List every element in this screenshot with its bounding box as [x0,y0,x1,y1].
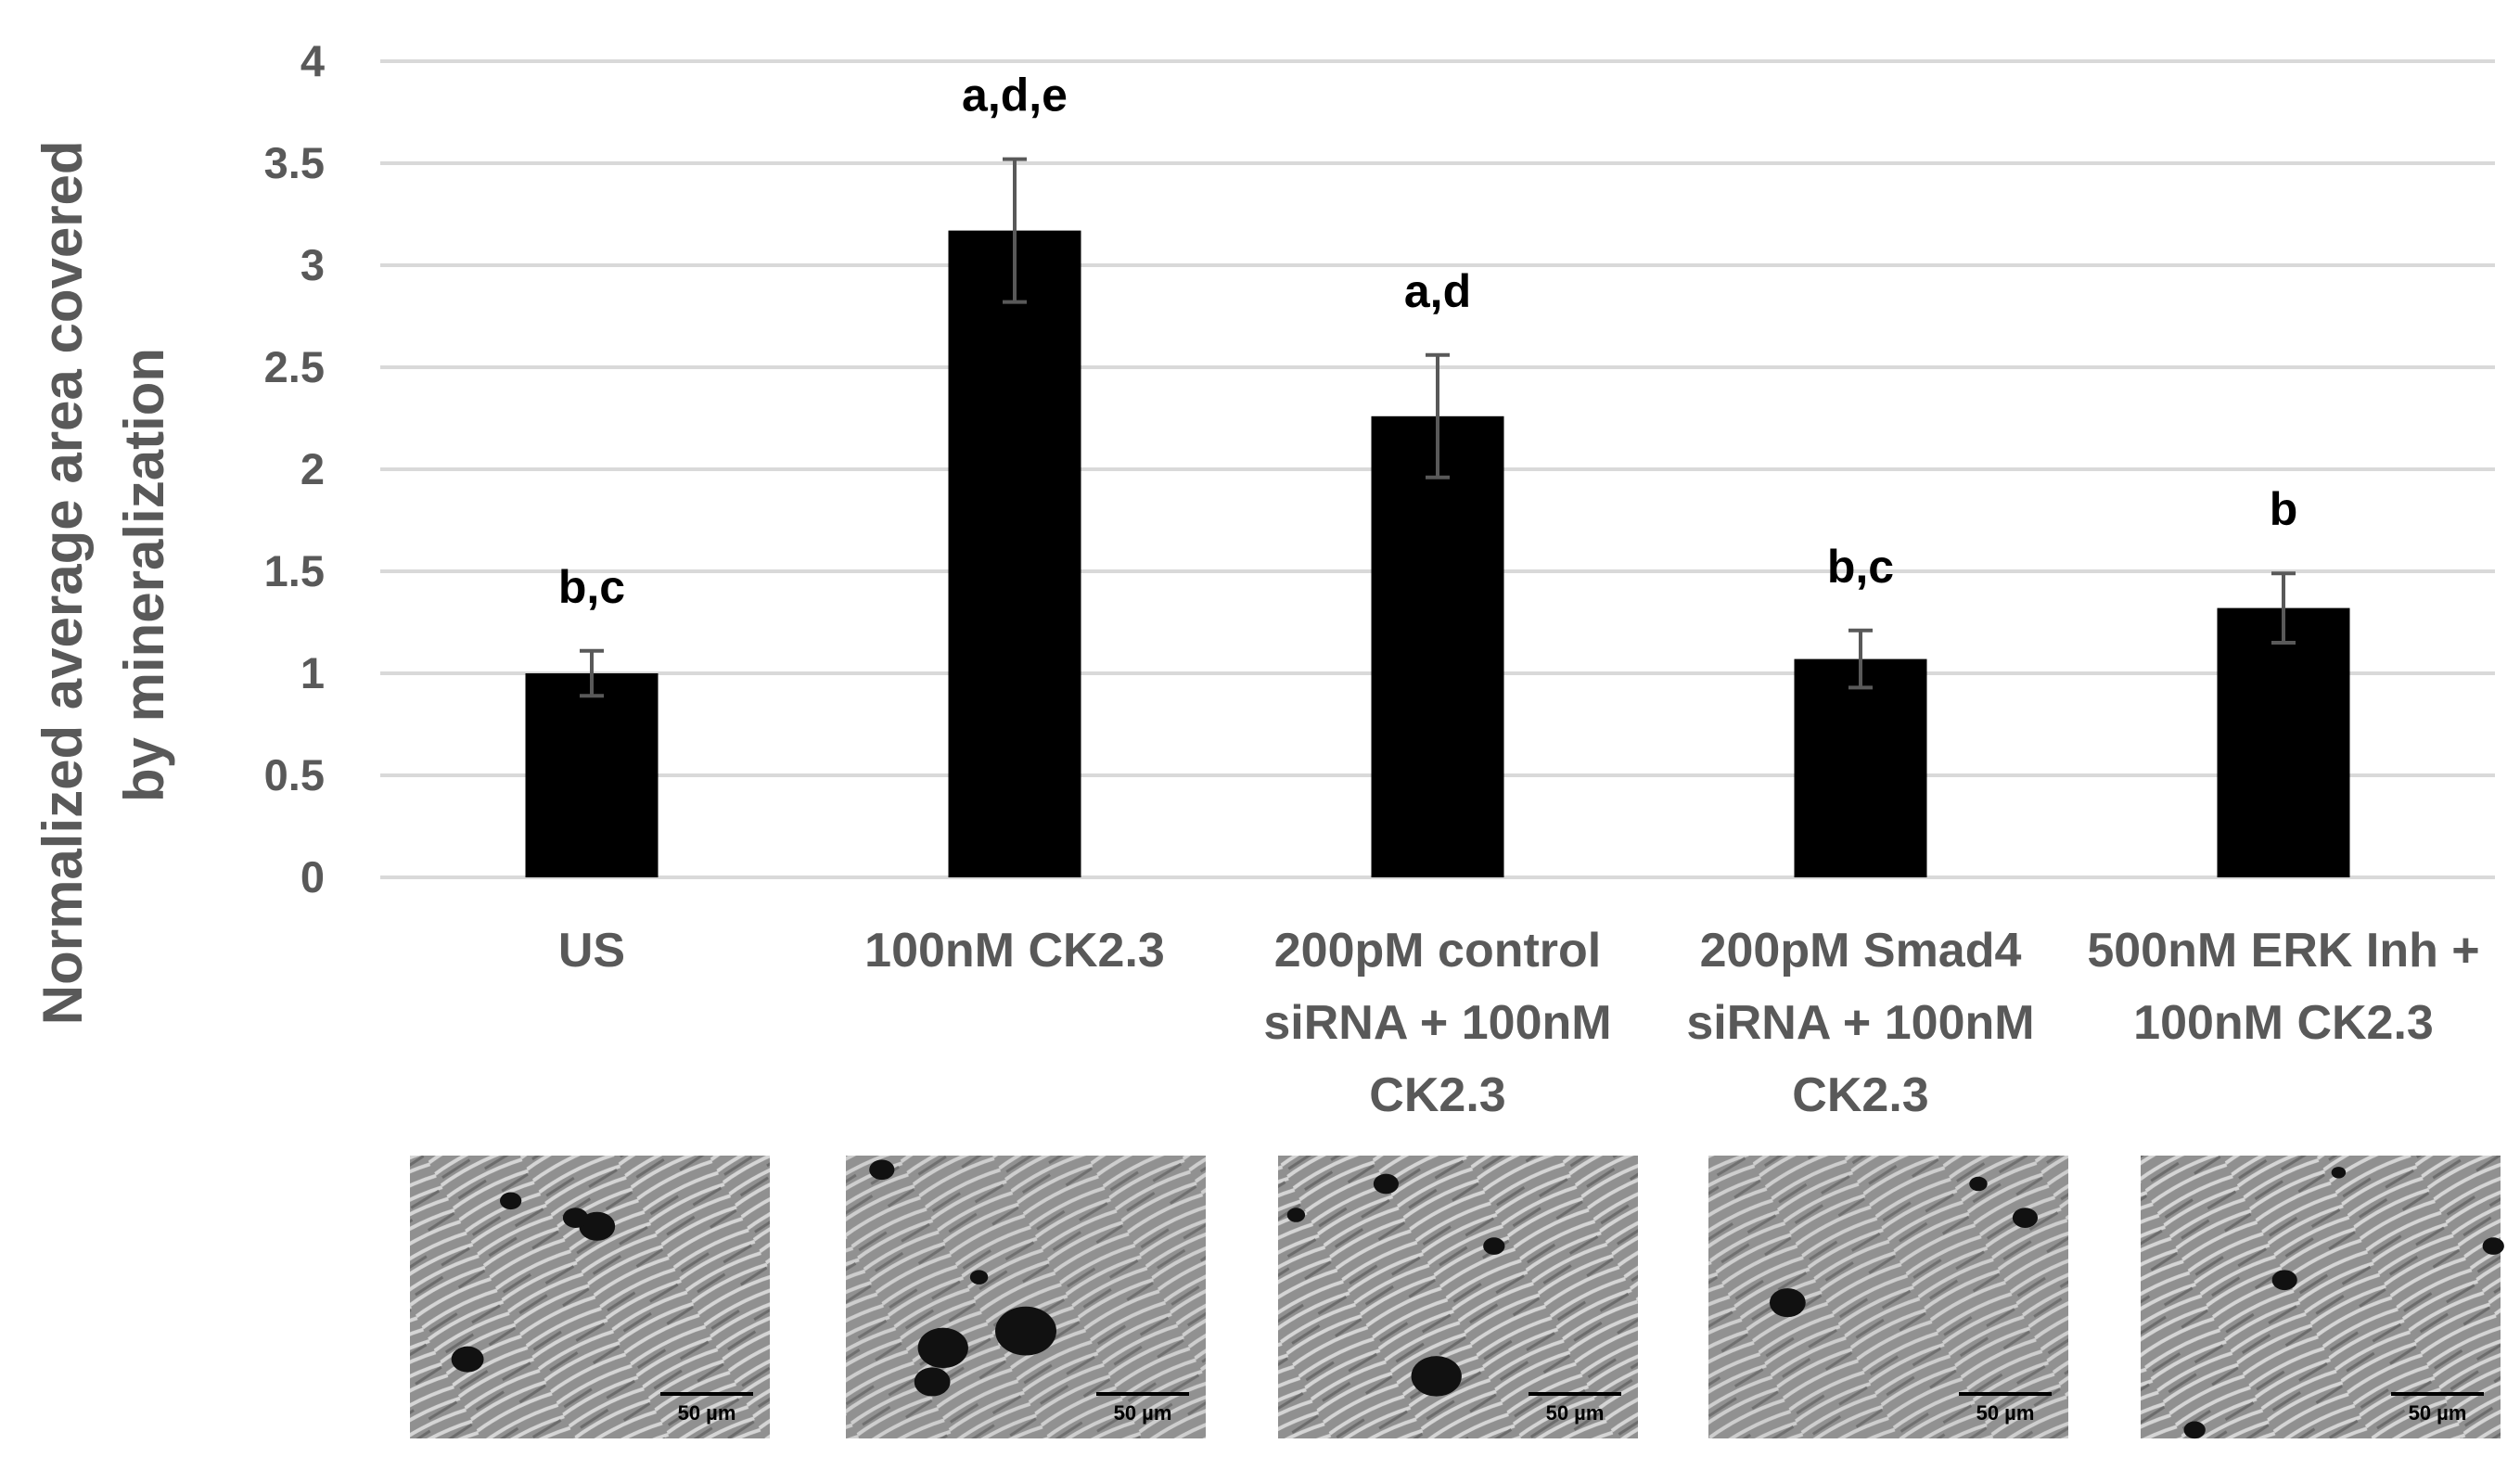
y-tick-label: 1 [301,648,325,697]
error-bars [580,157,2296,698]
mineral-deposit [869,1159,895,1181]
mineral-deposit [2271,1270,2297,1291]
mineral-deposit [995,1306,1056,1356]
micrograph: 50 µm [846,1156,1206,1438]
category-label: US [558,924,625,978]
micrograph: 50 µm [1278,1156,1638,1438]
mineral-deposit [1769,1288,1806,1318]
y-axis-title-line-1: Normalized average area covered [32,140,94,1025]
mineral-deposit [2482,1237,2504,1255]
bar [2217,607,2350,877]
mineral-deposit [1483,1237,1505,1255]
mineral-deposit [2012,1208,2039,1228]
category-label: 500nM ERK Inh +100nM CK2.3 [2087,924,2479,1050]
y-tick-label: 0.5 [264,750,325,799]
category-labels: US 100nM CK2.3 200pM control siRNA + 100nM C… [558,924,2480,1122]
mineral-deposit [562,1208,589,1228]
y-tick-label: 2 [301,444,325,493]
mineral-deposit [1373,1173,1399,1195]
bar [1794,658,1927,877]
mineral-deposit [1411,1356,1462,1397]
error-bar [2271,571,2296,645]
error-bar [1426,352,1450,479]
scale-bar-label: 50 µm [1976,1401,2035,1425]
category-label: 200pM control siRNA + 100nM CK2.3 [1263,924,1611,1122]
micrograph: 50 µm [2141,1156,2504,1439]
mineral-deposit [451,1346,484,1373]
significance-label: b,c [1827,541,1894,593]
y-tick-label: 1.5 [264,546,325,595]
significance-label: b [2270,483,2298,535]
mineral-deposit [579,1211,616,1241]
mineral-deposit [969,1270,989,1284]
y-tick-label: 2.5 [264,342,325,391]
y-axis-title: Normalized average area covered by miner… [32,125,175,1026]
mineral-deposit [914,1367,951,1397]
category-label: 100nM CK2.3 [864,924,1165,978]
significance-label: b,c [558,561,625,613]
scale-bar-label: 50 µm [1546,1401,1605,1425]
scale-bar-label: 50 µm [678,1401,736,1425]
bar [525,673,659,877]
y-tick-label: 3.5 [264,138,325,187]
scale-bar-label: 50 µm [2409,1401,2467,1425]
micrograph-row: 50 µm 50 µm 50 µm 50 µm 50 µm [410,1156,2504,1439]
y-tick-label: 3 [301,240,325,289]
micrograph: 50 µm [1708,1156,2068,1438]
mineral-deposit [2183,1421,2206,1439]
mineral-deposit [1286,1208,1306,1222]
y-axis-title-line-2: by mineralization [113,348,175,802]
y-tick-label: 0 [301,852,325,901]
scale-bar-label: 50 µm [1114,1401,1172,1425]
bar [948,230,1081,878]
mineral-deposit [2331,1167,2347,1179]
y-axis-ticks: 0 0.5 1 1.5 2 2.5 3 3.5 4 [264,36,325,901]
category-label: 200pM Smad4 siRNA + 100nM CK2.3 [1686,924,2034,1122]
significance-label: a,d [1404,265,1471,317]
mineral-deposit [1969,1176,1988,1192]
y-tick-label: 4 [301,36,325,85]
bars [525,230,2350,878]
significance-label: a,d,e [962,70,1068,121]
mineral-deposit [500,1192,522,1210]
bar [1371,415,1504,877]
significance-labels: b,c a,d,e a,d b,c b [558,70,2297,613]
micrograph: 50 µm [410,1156,770,1438]
mineral-deposit [917,1327,968,1369]
error-bar [580,648,604,698]
error-bar [1848,628,1873,690]
error-bar [1003,157,1027,304]
